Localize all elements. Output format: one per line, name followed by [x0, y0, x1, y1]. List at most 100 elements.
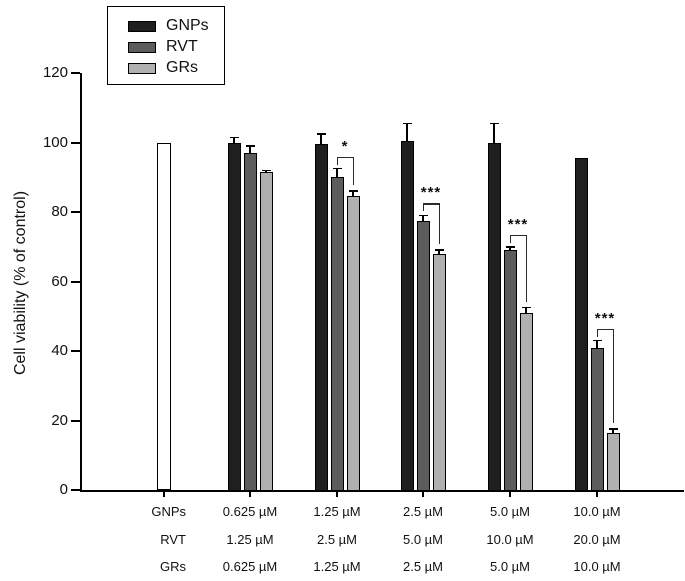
x-axis-tick-control	[163, 492, 165, 497]
error-bar-cap-gnps	[316, 133, 326, 135]
bar-grs	[432, 253, 446, 491]
x-axis-category-label: 1.25 µM	[313, 504, 361, 519]
sig-bracket-top	[423, 203, 441, 205]
x-axis-category-label: 2.5 µM	[402, 504, 443, 519]
sig-bracket-top	[510, 234, 528, 237]
y-axis-tick-label: 0	[59, 481, 68, 498]
bar-gnps	[487, 142, 501, 491]
y-axis-tick	[71, 141, 80, 144]
x-axis-category-label: 5.0 µM	[402, 532, 443, 547]
sig-bracket-left-arm	[597, 328, 599, 337]
error-bar-line-grs	[525, 307, 527, 315]
control-bar	[157, 142, 171, 490]
legend-item-gnps: GNPs	[128, 16, 224, 36]
x-axis-row-header: GNPs	[151, 504, 186, 519]
error-bar-line-rvt	[422, 215, 424, 223]
error-bar-cap-gnps	[229, 136, 239, 139]
x-axis-line	[80, 490, 684, 492]
legend-label-gnps: GNPs	[166, 17, 209, 34]
y-axis-tick-label: 80	[51, 203, 68, 220]
error-bar-line-gnps	[493, 123, 495, 145]
x-axis-category-label: 0.625 µM	[222, 559, 278, 574]
error-bar-line-rvt	[249, 145, 251, 155]
y-axis-tick	[71, 419, 80, 422]
x-axis-category-label: 10.0 µM	[573, 504, 621, 519]
error-bar-cap-rvt	[418, 214, 428, 217]
y-axis-tick	[71, 280, 80, 283]
y-axis-tick	[71, 72, 80, 74]
error-bar-cap-rvt	[592, 339, 602, 342]
sig-stars: *	[341, 137, 349, 155]
bar-gnps	[400, 140, 414, 491]
y-axis-tick-label: 100	[42, 133, 68, 151]
sig-bracket-right-arm	[526, 234, 528, 302]
bar-gnps	[314, 144, 328, 491]
x-axis-category-label: 2.5 µM	[316, 532, 357, 547]
x-axis-category-label: 0.625 µM	[222, 504, 278, 519]
x-axis-tick-group	[249, 492, 251, 497]
x-axis-tick-group	[336, 492, 338, 497]
x-axis-tick-group	[422, 492, 424, 497]
legend-swatch-grs	[128, 62, 156, 74]
x-axis-tick-group	[596, 492, 598, 497]
error-bar-cap-grs	[521, 306, 531, 309]
legend: GNPs RVT GRs	[107, 6, 225, 85]
error-bar-line-grs	[438, 250, 440, 256]
bar-rvt	[590, 347, 604, 491]
sig-bracket-top	[337, 156, 355, 158]
bar-rvt	[243, 152, 257, 491]
sig-stars: ***	[594, 309, 616, 327]
y-axis-tick	[71, 350, 80, 352]
error-bar-line-grs	[352, 191, 354, 199]
x-axis-category-label: 2.5 µM	[402, 559, 443, 574]
sig-stars: ***	[420, 184, 442, 202]
error-bar-cap-rvt	[245, 145, 255, 147]
legend-swatch-gnps	[128, 20, 156, 32]
x-axis-category-label: 10.0 µM	[486, 532, 534, 547]
bar-grs	[519, 312, 533, 491]
error-bar-cap-gnps	[489, 122, 499, 125]
sig-bracket-left-arm	[337, 156, 339, 165]
x-axis-tick-group	[509, 492, 511, 497]
sig-bracket-right-arm	[439, 203, 441, 245]
legend-item-rvt: RVT	[128, 37, 224, 57]
x-axis-category-label: 5.0 µM	[489, 559, 530, 574]
legend-label-grs: GRs	[166, 59, 198, 76]
sig-bracket-top	[597, 328, 615, 330]
error-bar-line-gnps	[320, 133, 322, 147]
sig-bracket-left-arm	[510, 234, 512, 243]
y-axis-line	[80, 73, 82, 492]
y-axis-tick	[71, 489, 80, 491]
error-bar-line-gnps	[233, 137, 235, 145]
sig-bracket-right-arm	[353, 156, 355, 186]
bar-gnps	[227, 142, 241, 491]
bar-grs	[606, 432, 620, 491]
sig-bracket-right-arm	[613, 328, 615, 424]
x-axis-row-header: GRs	[160, 559, 186, 574]
error-bar-cap-rvt	[505, 246, 515, 248]
error-bar-line-grs	[612, 429, 614, 435]
sig-bracket-left-arm	[423, 203, 425, 212]
y-axis-tick-label: 40	[51, 342, 68, 359]
bar-grs	[259, 172, 273, 491]
y-axis-tick-label: 120	[42, 64, 68, 81]
y-axis-tick	[71, 211, 80, 213]
x-axis-category-label: 10.0 µM	[573, 559, 621, 574]
error-bar-line-rvt	[509, 246, 511, 253]
x-axis-category-label: 20.0 µM	[573, 532, 621, 547]
bar-rvt	[416, 220, 430, 491]
x-axis-category-label: 1.25 µM	[313, 559, 361, 574]
x-axis-category-label: 5.0 µM	[489, 504, 530, 519]
bar-rvt	[330, 177, 344, 491]
error-bar-line-gnps	[406, 123, 408, 143]
error-bar-line-rvt	[336, 168, 338, 180]
error-bar-cap-rvt	[332, 167, 342, 170]
y-axis-tick-label: 60	[51, 272, 68, 290]
legend-item-grs: GRs	[128, 58, 224, 78]
x-axis-category-label: 1.25 µM	[226, 532, 274, 547]
legend-label-rvt: RVT	[166, 38, 198, 55]
error-bar-cap-grs	[434, 249, 444, 252]
error-bar-cap-gnps	[402, 122, 412, 125]
bar-grs	[346, 196, 360, 491]
